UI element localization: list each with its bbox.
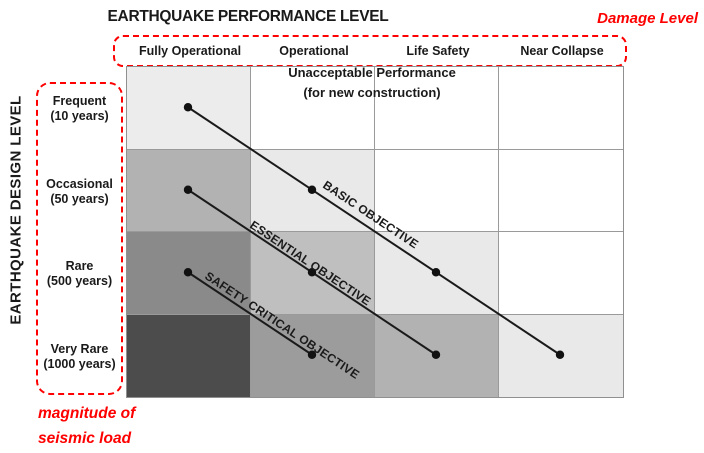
- matrix-cell-r3c4: [499, 232, 623, 315]
- design-level-label: Occasional (50 years): [38, 177, 121, 207]
- design-level-label: Very Rare (1000 years): [38, 342, 121, 372]
- matrix-cell-r3c1: [127, 232, 251, 315]
- design-level-name: Frequent: [52, 94, 107, 108]
- design-level-name: Rare: [65, 259, 94, 273]
- matrix-cell-r4c4: [499, 314, 623, 397]
- matrix-cell-r1c4: [499, 67, 623, 150]
- performance-level-header: Near Collapse: [520, 44, 604, 58]
- design-level-period: (500 years): [46, 274, 113, 288]
- design-level-name: Occasional: [46, 177, 113, 191]
- performance-level-header: Fully Operational: [138, 44, 242, 58]
- design-level-label: Frequent (10 years): [38, 94, 121, 124]
- design-level-period: (50 years): [50, 192, 109, 206]
- design-level-label: Rare (500 years): [38, 259, 121, 289]
- performance-level-header: Life Safety: [406, 44, 470, 58]
- performance-level-header: Operational: [279, 44, 349, 58]
- matrix-cell-r1c2: [251, 67, 375, 150]
- matrix-cell-r4c3: [375, 314, 499, 397]
- matrix-cell-r2c2: [251, 149, 375, 232]
- damage-level-annotation: Damage Level: [597, 10, 698, 27]
- magnitude-note-line1: magnitude of: [38, 405, 136, 422]
- performance-levels-box: Fully Operational Operational Life Safety N…: [113, 35, 627, 67]
- matrix-cell-r3c2: [251, 232, 375, 315]
- design-level-name: Very Rare: [50, 342, 109, 356]
- matrix-cell-r2c1: [127, 149, 251, 232]
- y-axis-title: EARTHQUAKE DESIGN LEVEL: [7, 95, 25, 325]
- matrix-cell-r4c2: [251, 314, 375, 397]
- design-level-period: (1000 years): [43, 357, 116, 371]
- design-levels-box: Frequent (10 years) Occasional (50 years) Ra…: [36, 82, 123, 395]
- magnitude-note-line2: seismic load: [38, 430, 132, 447]
- performance-matrix: [126, 66, 624, 398]
- matrix-cell-r2c4: [499, 149, 623, 232]
- design-level-period: (10 years): [50, 109, 109, 123]
- matrix-cell-r1c1: [127, 67, 251, 150]
- page-title: EARTHQUAKE PERFORMANCE LEVEL: [107, 8, 389, 25]
- matrix-cell-r2c3: [375, 149, 499, 232]
- magnitude-note: magnitude of seismic load: [38, 401, 135, 451]
- matrix-cell-r4c1: [127, 314, 251, 397]
- matrix-cell-r3c3: [375, 232, 499, 315]
- matrix-cell-r1c3: [375, 67, 499, 150]
